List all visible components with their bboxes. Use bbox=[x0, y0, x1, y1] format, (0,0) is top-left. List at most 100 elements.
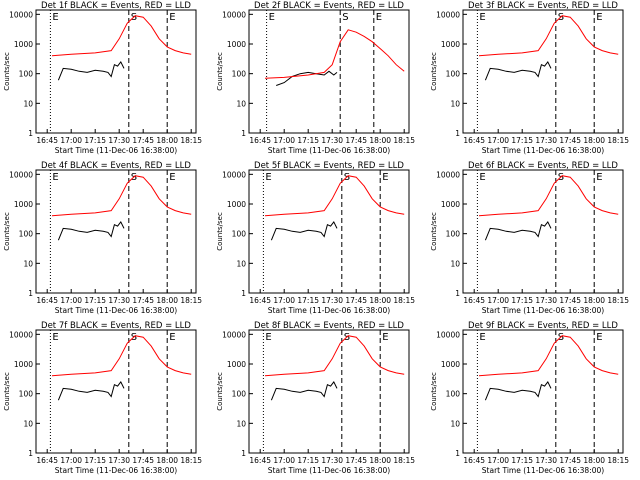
y-tick-label: 1 bbox=[455, 449, 460, 458]
lld-series-line bbox=[264, 29, 405, 79]
events-series-line bbox=[57, 60, 125, 81]
y-tick-label: 1 bbox=[455, 289, 460, 298]
y-tick-label: 1000 bbox=[14, 200, 33, 209]
y-tick-label: 10 bbox=[23, 419, 33, 428]
x-tick-label: 17:00 bbox=[273, 136, 295, 145]
x-tick-label: 18:15 bbox=[393, 136, 415, 145]
x-axis-label: Start Time (11-Dec-06 16:38:00) bbox=[268, 306, 390, 315]
events-series-line bbox=[276, 70, 338, 86]
x-tick-label: 16:45 bbox=[36, 136, 58, 145]
marker-label: E bbox=[269, 12, 275, 23]
marker-label: E bbox=[596, 12, 602, 23]
x-axis-label: Start Time (11-Dec-06 16:38:00) bbox=[268, 146, 390, 155]
marker-label: E bbox=[265, 332, 271, 343]
plot-frame bbox=[462, 9, 624, 134]
y-tick-label: 1000 bbox=[441, 360, 460, 369]
plot-frame bbox=[462, 329, 624, 454]
x-tick-label: 17:30 bbox=[108, 296, 130, 305]
y-axis-label: Counts/sec bbox=[216, 52, 224, 91]
events-series-line bbox=[484, 220, 552, 241]
x-tick-label: 17:15 bbox=[84, 136, 106, 145]
events-series-line bbox=[484, 380, 552, 401]
x-tick-label: 17:00 bbox=[60, 296, 82, 305]
chart-title: Det 7f BLACK = Events, RED = LLD bbox=[41, 321, 191, 331]
x-axis-label: Start Time (11-Dec-06 16:38:00) bbox=[482, 146, 604, 155]
plot-frame bbox=[35, 329, 197, 454]
x-axis-label: Start Time (11-Dec-06 16:38:00) bbox=[268, 466, 390, 475]
y-tick-label: 1000 bbox=[14, 360, 33, 369]
y-tick-label: 1000 bbox=[227, 40, 246, 49]
y-axis-label: Counts/sec bbox=[216, 372, 224, 411]
y-tick-label: 1 bbox=[28, 129, 33, 138]
x-tick-label: 17:15 bbox=[84, 296, 106, 305]
chart-title: Det 8f BLACK = Events, RED = LLD bbox=[254, 321, 404, 331]
y-tick-label: 10 bbox=[236, 99, 246, 108]
y-tick-label: 10 bbox=[236, 259, 246, 268]
marker-label: E bbox=[376, 12, 382, 23]
y-axis-label: Counts/sec bbox=[3, 372, 11, 411]
y-tick-label: 1 bbox=[28, 289, 33, 298]
y-tick-label: 10000 bbox=[222, 10, 246, 19]
y-axis-label: Counts/sec bbox=[430, 212, 438, 251]
y-tick-label: 10 bbox=[236, 419, 246, 428]
y-tick-label: 10000 bbox=[9, 330, 33, 339]
x-tick-label: 17:00 bbox=[60, 136, 82, 145]
x-axis-label: Start Time (11-Dec-06 16:38:00) bbox=[482, 466, 604, 475]
x-tick-label: 17:30 bbox=[321, 456, 343, 465]
y-tick-label: 1000 bbox=[441, 40, 460, 49]
y-tick-label: 1 bbox=[28, 449, 33, 458]
x-tick-label: 17:30 bbox=[108, 136, 130, 145]
plot-frame bbox=[35, 9, 197, 134]
y-tick-label: 10 bbox=[23, 99, 33, 108]
lld-series-line bbox=[478, 15, 619, 57]
marker-label: E bbox=[169, 12, 175, 23]
x-tick-label: 17:00 bbox=[487, 136, 509, 145]
y-tick-label: 1000 bbox=[14, 40, 33, 49]
y-tick-label: 10 bbox=[450, 99, 460, 108]
marker-label: E bbox=[479, 172, 485, 183]
x-tick-label: 16:45 bbox=[463, 456, 485, 465]
y-tick-label: 10000 bbox=[436, 10, 460, 19]
x-tick-label: 16:45 bbox=[249, 136, 271, 145]
x-tick-label: 17:45 bbox=[559, 296, 581, 305]
y-axis-label: Counts/sec bbox=[3, 212, 11, 251]
chart-title: Det 3f BLACK = Events, RED = LLD bbox=[468, 1, 618, 11]
x-tick-label: 17:15 bbox=[84, 456, 106, 465]
x-tick-label: 17:30 bbox=[108, 456, 130, 465]
x-tick-label: 18:15 bbox=[180, 296, 202, 305]
y-tick-label: 100 bbox=[232, 70, 247, 79]
x-tick-label: 18:15 bbox=[180, 456, 202, 465]
x-tick-label: 17:30 bbox=[535, 296, 557, 305]
x-tick-label: 17:15 bbox=[511, 456, 533, 465]
y-tick-label: 10000 bbox=[436, 330, 460, 339]
x-tick-label: 17:45 bbox=[132, 456, 154, 465]
x-tick-label: 18:00 bbox=[369, 456, 391, 465]
plot-frame bbox=[248, 169, 410, 294]
y-tick-label: 1 bbox=[241, 289, 246, 298]
plot-frame bbox=[248, 329, 410, 454]
lld-series-line bbox=[264, 175, 405, 217]
x-tick-label: 18:00 bbox=[369, 136, 391, 145]
y-tick-label: 100 bbox=[232, 390, 247, 399]
chart-title: Det 1f BLACK = Events, RED = LLD bbox=[41, 1, 191, 11]
x-tick-label: 16:45 bbox=[463, 296, 485, 305]
x-tick-label: 18:15 bbox=[607, 296, 629, 305]
events-series-line bbox=[484, 60, 552, 81]
y-tick-label: 100 bbox=[19, 230, 34, 239]
x-tick-label: 17:30 bbox=[535, 456, 557, 465]
x-axis-label: Start Time (11-Dec-06 16:38:00) bbox=[482, 306, 604, 315]
y-tick-label: 100 bbox=[19, 390, 34, 399]
marker-label: E bbox=[52, 12, 58, 23]
y-tick-label: 10000 bbox=[222, 330, 246, 339]
marker-label: E bbox=[596, 332, 602, 343]
y-tick-label: 1 bbox=[455, 129, 460, 138]
marker-label: E bbox=[52, 172, 58, 183]
x-tick-label: 17:45 bbox=[559, 136, 581, 145]
x-tick-label: 17:15 bbox=[511, 136, 533, 145]
x-tick-label: 17:30 bbox=[321, 296, 343, 305]
marker-label: E bbox=[382, 172, 388, 183]
